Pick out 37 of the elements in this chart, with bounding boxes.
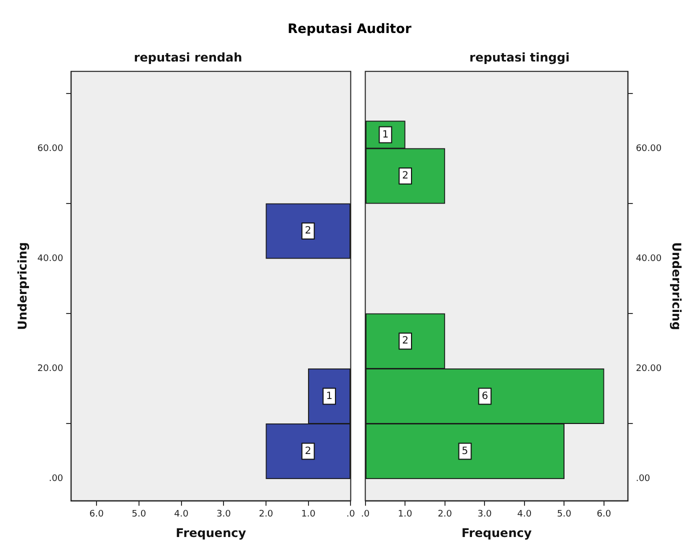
- data-label: 2: [304, 226, 312, 237]
- x-tick-label: 5.0: [132, 510, 146, 520]
- y-tick-label: 40.00: [636, 254, 662, 264]
- x-tick-label: 6.0: [89, 510, 104, 520]
- chart-title: Reputasi Auditor: [286, 21, 412, 39]
- data-label: 5: [462, 446, 468, 457]
- y-tick-label: .00: [636, 474, 650, 484]
- y-axis-title: Underpricing: [15, 242, 30, 330]
- x-axis-title: Frequency: [461, 526, 532, 540]
- y-tick-label: 20.00: [37, 364, 64, 374]
- x-tick-label: .0: [360, 510, 370, 520]
- x-axis-title: Frequency: [176, 526, 246, 540]
- y-axis-title: Underpricing: [670, 242, 684, 330]
- x-tick-label: 4.0: [517, 510, 532, 520]
- data-label: 1: [382, 129, 389, 140]
- x-tick-label: 4.0: [174, 510, 189, 520]
- chart-subtitle: reputasi rendah: [134, 50, 242, 64]
- x-tick-label: 3.0: [477, 510, 492, 520]
- x-tick-label: 1.0: [301, 510, 316, 520]
- y-tick-label: 60.00: [636, 144, 662, 154]
- chart-subtitle: reputasi tinggi: [469, 50, 570, 64]
- y-tick-label: 20.00: [636, 364, 662, 374]
- x-tick-label: 6.0: [596, 510, 612, 520]
- x-tick-label: 1.0: [398, 510, 412, 520]
- y-tick-label: .00: [48, 474, 64, 484]
- x-tick-label: .0: [346, 510, 356, 520]
- data-label: 2: [304, 446, 312, 457]
- data-label: 6: [482, 390, 488, 402]
- x-tick-label: 2.0: [258, 510, 274, 520]
- y-tick-label: 40.00: [37, 254, 64, 264]
- y-tick-label: 60.00: [37, 144, 64, 154]
- x-tick-label: 2.0: [438, 510, 452, 520]
- data-label: 2: [402, 336, 409, 347]
- data-label: 1: [326, 390, 332, 402]
- x-tick-label: 3.0: [216, 510, 232, 520]
- data-label: 2: [402, 170, 409, 182]
- x-tick-label: 5.0: [557, 510, 572, 520]
